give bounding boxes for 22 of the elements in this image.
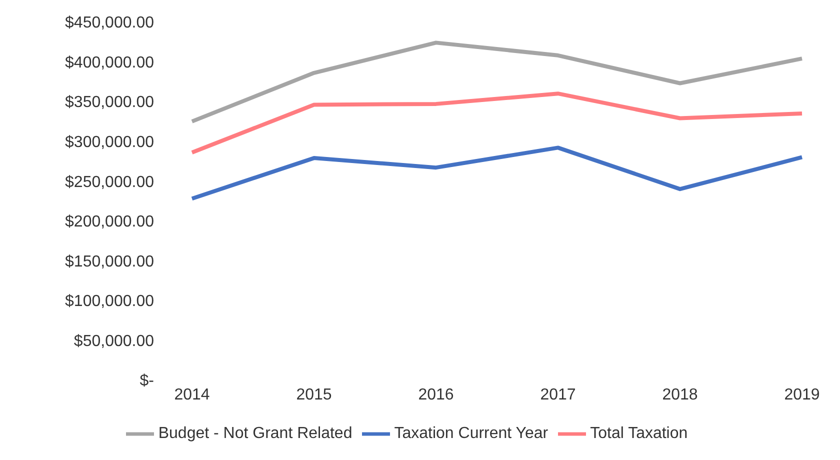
x-tick-label: 2014 — [174, 386, 210, 404]
y-tick-label: $150,000.00 — [65, 253, 154, 270]
legend-label: Budget - Not Grant Related — [158, 425, 352, 442]
line-series — [190, 146, 804, 201]
y-tick-label: $200,000.00 — [65, 214, 154, 231]
y-tick-label: $300,000.00 — [65, 134, 154, 152]
legend-label: Taxation Current Year — [394, 425, 548, 442]
x-tick-label: 2019 — [784, 386, 820, 404]
legend-label: Total Taxation — [590, 425, 688, 442]
y-tick-label: $50,000.00 — [74, 332, 154, 350]
y-tick-label: $100,000.00 — [65, 293, 154, 310]
y-tick-label: $250,000.00 — [65, 174, 154, 191]
x-tick-label: 2015 — [296, 386, 332, 404]
y-tick-label: $450,000.00 — [65, 14, 154, 32]
line-series — [190, 40, 804, 124]
y-tick-label: $400,000.00 — [65, 54, 154, 72]
x-tick-label: 2016 — [418, 386, 454, 404]
x-tick-label: 2018 — [662, 386, 698, 404]
y-tick-label: $350,000.00 — [65, 94, 154, 112]
line-series — [190, 92, 804, 154]
x-tick-label: 2017 — [540, 386, 576, 404]
y-tick-label: $- — [140, 372, 154, 390]
